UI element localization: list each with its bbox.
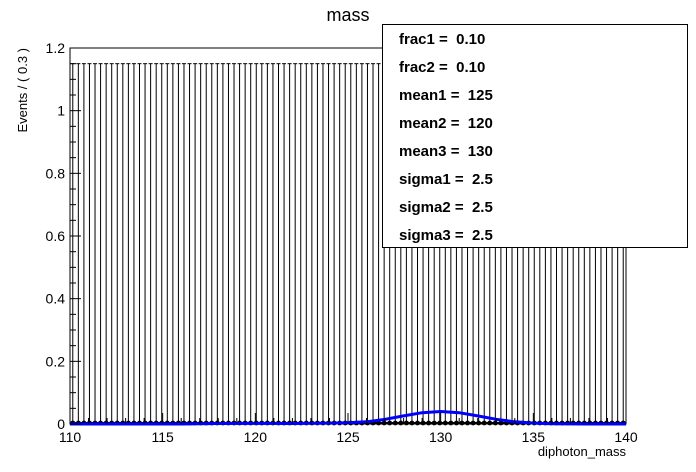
data-point	[487, 420, 493, 426]
y-tick-label: 1	[57, 103, 65, 119]
y-tick-label: 0.2	[46, 353, 66, 369]
stats-line-frac2: frac2 = 0.10	[399, 59, 486, 76]
data-point	[431, 420, 437, 426]
data-point	[448, 420, 454, 426]
x-tick-label: 115	[152, 429, 175, 445]
x-tick-label: 135	[522, 429, 546, 445]
y-tick-label: 0	[57, 416, 65, 432]
x-tick-label: 120	[244, 429, 268, 445]
data-point	[426, 420, 432, 426]
stats-line-mean2: mean2 = 120	[399, 115, 493, 132]
data-point	[387, 420, 393, 426]
data-point	[481, 420, 487, 426]
y-tick-label: 1.2	[46, 40, 66, 56]
data-point	[454, 420, 459, 426]
x-tick-label: 140	[614, 429, 638, 445]
data-point	[476, 420, 482, 426]
x-axis-label: diphoton_mass	[538, 444, 627, 459]
y-axis-ticks: 0 0.2 0.4 0.6 0.8 1 1.2	[46, 40, 81, 432]
y-tick-label: 0.4	[46, 291, 66, 307]
data-point	[381, 420, 387, 426]
data-point	[492, 420, 498, 426]
y-tick-label: 0.8	[46, 165, 66, 181]
stats-line-sigma3: sigma3 = 2.5	[399, 227, 493, 244]
data-point	[392, 420, 398, 426]
data-point	[415, 420, 420, 426]
fit-parameters-box: frac1 = 0.10 frac2 = 0.10 mean1 = 125 me…	[382, 24, 688, 248]
data-point	[398, 420, 404, 426]
chart-title: mass	[326, 5, 369, 25]
x-tick-label: 125	[336, 429, 360, 445]
y-tick-label: 0.6	[46, 228, 66, 244]
data-point	[470, 420, 476, 426]
x-axis-ticks: 110 115 120 125 130 135 140	[59, 413, 638, 445]
data-point	[420, 420, 426, 426]
stats-line-mean3: mean3 = 130	[399, 143, 493, 160]
data-point	[409, 420, 415, 426]
data-point	[437, 420, 443, 426]
x-tick-label: 130	[429, 429, 453, 445]
stats-line-sigma1: sigma1 = 2.5	[399, 171, 493, 188]
stats-line-frac1: frac1 = 0.10	[399, 31, 486, 48]
data-point	[403, 420, 409, 426]
y-axis-label: Events / ( 0.3 )	[15, 48, 30, 133]
data-point	[459, 420, 465, 426]
stats-line-mean1: mean1 = 125	[399, 87, 493, 104]
x-tick-label: 110	[59, 429, 82, 445]
data-point	[465, 420, 470, 426]
data-point	[442, 420, 448, 426]
stats-line-sigma2: sigma2 = 2.5	[399, 199, 493, 216]
data-point	[498, 420, 504, 426]
